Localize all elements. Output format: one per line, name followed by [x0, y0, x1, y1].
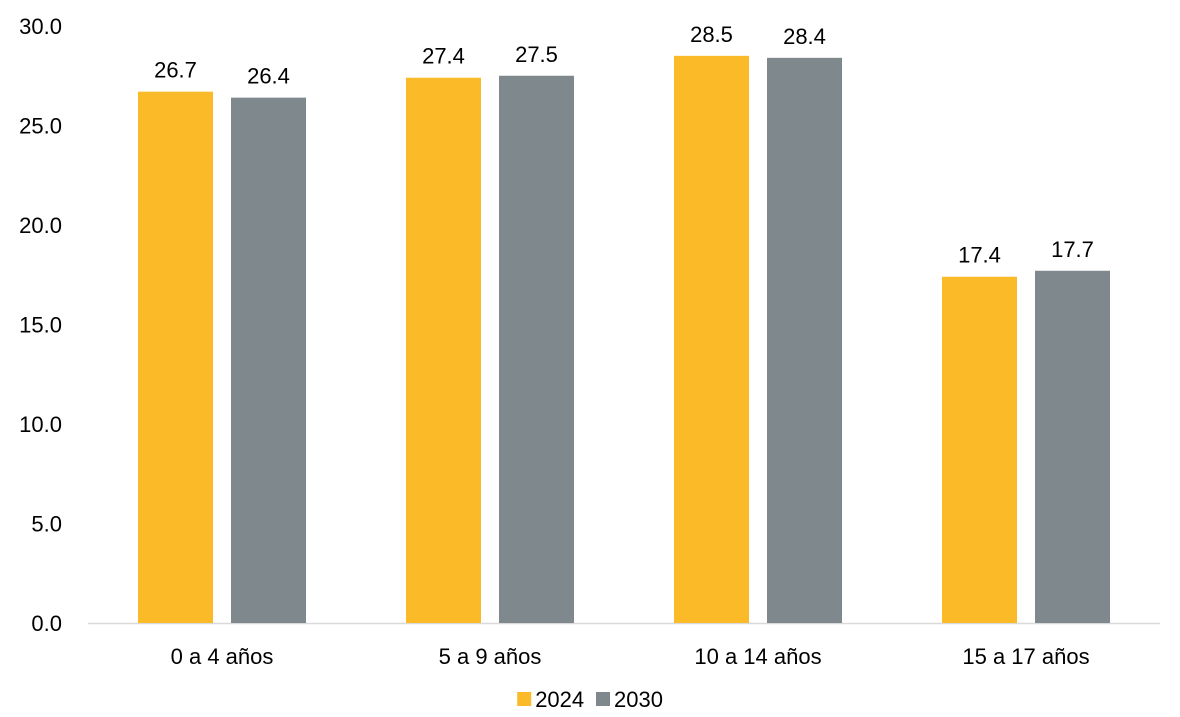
- legend-swatch-2024: [517, 692, 532, 706]
- legend-label-2024: 2024: [535, 687, 584, 712]
- y-axis-ticks: 0.0 5.0 10.0 15.0 20.0 25.0 30.0: [19, 14, 62, 636]
- data-label: 17.4: [958, 243, 1001, 268]
- data-labels-group: 26.7 26.4 27.4 27.5 28.5 28.4 17.4 17.7: [154, 22, 1094, 268]
- bar-2030-0: [231, 97, 306, 623]
- data-label: 27.4: [422, 44, 465, 69]
- legend-label-2030: 2030: [614, 687, 663, 712]
- x-tick-label: 5 a 9 años: [439, 644, 542, 669]
- bar-2024-1: [406, 77, 481, 624]
- bar-2030-3: [1035, 270, 1110, 623]
- bar-2030-2: [767, 57, 842, 623]
- x-tick-label: 0 a 4 años: [171, 644, 274, 669]
- legend-swatch-2030: [596, 692, 610, 706]
- data-label: 28.4: [783, 24, 826, 49]
- x-tick-label: 15 a 17 años: [962, 644, 1089, 669]
- y-tick-label: 5.0: [31, 512, 62, 537]
- bars-group: [138, 55, 1110, 624]
- data-label: 27.5: [515, 42, 558, 67]
- y-tick-label: 20.0: [19, 213, 62, 238]
- data-label: 26.7: [154, 58, 197, 83]
- legend: 2024 2030: [517, 687, 663, 712]
- y-tick-label: 0.0: [31, 611, 62, 636]
- y-tick-label: 30.0: [19, 14, 62, 39]
- bar-2030-1: [499, 75, 574, 623]
- x-axis-tick-labels: 0 a 4 años 5 a 9 años 10 a 14 años 15 a 17 …: [171, 644, 1090, 669]
- x-tick-label: 10 a 14 años: [694, 644, 821, 669]
- y-tick-label: 25.0: [19, 114, 62, 139]
- data-label: 28.5: [690, 22, 733, 47]
- bar-2024-0: [138, 91, 213, 624]
- y-tick-label: 15.0: [19, 313, 62, 338]
- bar-2024-3: [942, 276, 1017, 623]
- data-label: 17.7: [1051, 237, 1094, 262]
- y-tick-label: 10.0: [19, 412, 62, 437]
- data-label: 26.4: [247, 64, 290, 89]
- bar-2024-2: [674, 55, 749, 624]
